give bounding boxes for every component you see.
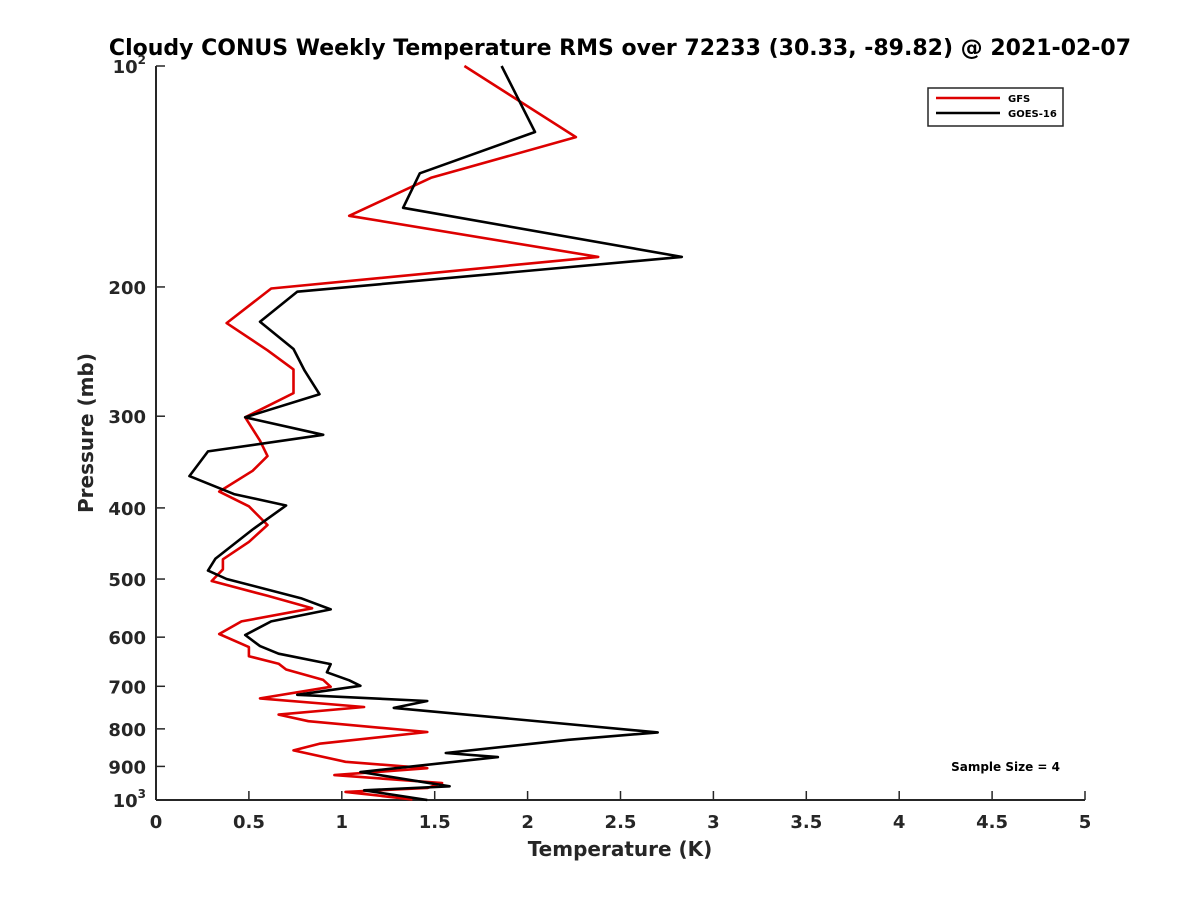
legend-label-gfs: GFS [1008,94,1030,105]
x-tick-label: 1 [336,812,349,833]
sample-size-annotation: Sample Size = 4 [951,760,1060,774]
legend: GFS GOES-16 [927,87,1064,127]
y-tick-label: 900 [108,757,146,778]
legend-box [927,87,1064,127]
y-tick-base: 10 [113,791,138,812]
y-tick-label: 200 [108,278,146,299]
x-tick-label: 0 [150,812,163,833]
x-tick-label: 0.5 [233,812,265,833]
x-tick-label: 3.5 [790,812,822,833]
x-tick-label: 4.5 [976,812,1008,833]
x-tick-label: 4 [893,812,906,833]
x-axis-label: Temperature (K) [528,837,713,861]
chart-title: Cloudy CONUS Weekly Temperature RMS over… [109,36,1131,61]
legend-label-goes-16: GOES-16 [1008,109,1057,120]
x-tick-label: 2.5 [605,812,637,833]
plot-area: 0 0.5 1 1.5 2 2.5 3 3.5 4 4.5 51022003004005006007… [108,53,1091,833]
y-tick-label: 500 [108,570,146,591]
x-tick-label: 1.5 [419,812,451,833]
y-tick-label: 300 [108,407,146,428]
series-line-gfs [210,64,600,801]
y-tick-label: 102 [113,53,146,78]
y-tick-label: 700 [108,677,146,698]
x-tick-label: 5 [1079,812,1092,833]
series-line-goes-16 [188,65,684,802]
y-tick-base: 10 [113,57,138,78]
y-tick-label: 400 [108,499,146,520]
y-tick-label: 103 [113,787,146,812]
x-tick-label: 2 [521,812,534,833]
y-tick-exponent: 2 [138,53,146,67]
x-tick-label: 3 [707,812,720,833]
y-tick-label: 800 [108,720,146,741]
y-tick-exponent: 3 [138,787,146,801]
y-tick-label: 600 [108,628,146,649]
y-axis-label: Pressure (mb) [74,353,98,513]
